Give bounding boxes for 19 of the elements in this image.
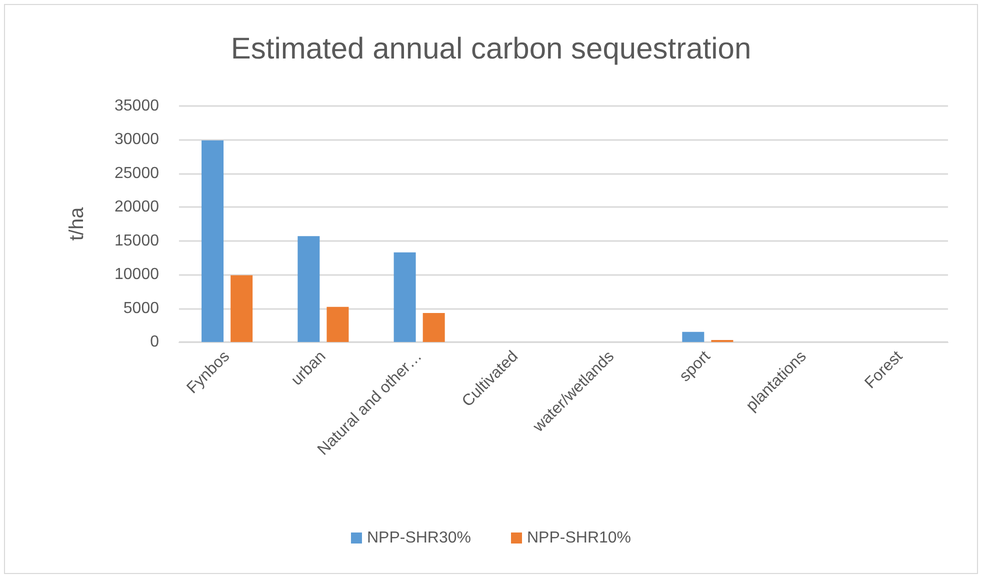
legend-label: NPP-SHR10% <box>527 530 632 546</box>
y-tick-label: 35000 <box>114 98 160 114</box>
y-tick-label: 15000 <box>114 232 160 250</box>
bar <box>394 252 416 342</box>
y-tick-label: 25000 <box>114 164 160 182</box>
bar <box>298 236 320 342</box>
bar <box>326 306 349 342</box>
y-tick-label: 30000 <box>114 131 160 148</box>
y-tick-label: 5000 <box>123 300 160 317</box>
legend-label: NPP-SHR30% <box>366 530 471 546</box>
y-axis-title: t/ha <box>66 206 88 241</box>
chart-title: Estimated annual carbon sequestration <box>230 32 752 66</box>
bar <box>230 275 253 342</box>
bar <box>682 332 704 342</box>
bar <box>202 140 224 342</box>
y-tick-label: 0 <box>150 334 160 350</box>
y-tick-label: 20000 <box>114 198 160 216</box>
bar <box>422 313 445 342</box>
y-tick-label: 10000 <box>114 266 160 284</box>
